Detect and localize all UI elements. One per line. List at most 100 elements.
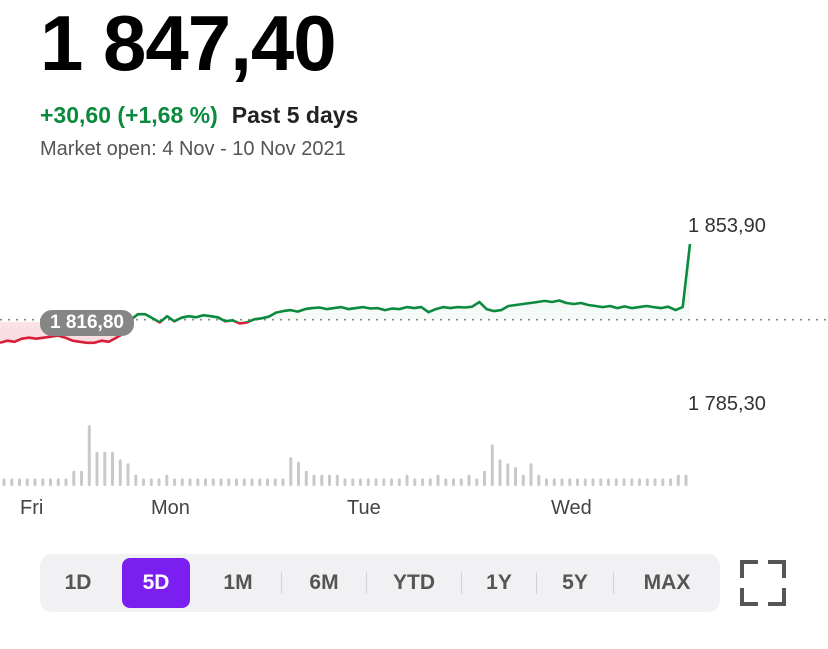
volume-bar <box>645 478 649 486</box>
period-label: Past 5 days <box>231 102 359 128</box>
range-6m-button[interactable]: 6M <box>309 571 339 594</box>
volume-bar <box>227 478 231 486</box>
volume-bar <box>521 474 525 486</box>
volume-bar <box>428 478 432 486</box>
volume-bar <box>475 478 479 486</box>
volume-bar <box>281 478 285 486</box>
volume-bar <box>622 478 626 486</box>
volume-bar <box>72 470 76 486</box>
x-label-fri: Fri <box>20 497 44 519</box>
volume-bar <box>421 478 424 486</box>
volume-bar <box>142 478 145 486</box>
volume-bar <box>180 478 184 486</box>
volume-bar <box>64 478 68 486</box>
volume-bar <box>366 478 370 486</box>
volume-bar <box>490 444 494 486</box>
range-5y-button[interactable]: 5Y <box>562 571 588 594</box>
volume-bar <box>204 478 207 486</box>
y-label-high: 1 853,90 <box>688 215 766 237</box>
range-max-button[interactable]: MAX <box>643 571 691 594</box>
y-label-low: 1 785,30 <box>688 393 766 415</box>
volume-bar <box>591 478 595 486</box>
range-separator <box>281 572 282 594</box>
range-separator <box>366 572 367 594</box>
area-fill-up <box>0 244 690 322</box>
volume-bar <box>529 463 533 486</box>
volume-bar <box>297 461 300 486</box>
volume-bar <box>188 478 192 486</box>
volume-bar <box>576 478 579 486</box>
volume-bar <box>459 478 463 486</box>
expand-fullscreen-icon[interactable] <box>738 558 788 608</box>
x-label-tue: Tue <box>347 497 381 519</box>
reference-price-badge: 1 816,80 <box>40 310 134 336</box>
volume-bar <box>49 478 52 486</box>
volume-bar <box>242 478 246 486</box>
volume-bar <box>134 474 138 486</box>
range-1d-button[interactable]: 1D <box>64 571 92 594</box>
volume-bar <box>149 478 153 486</box>
volume-bar <box>250 478 254 486</box>
volume-bar <box>382 478 386 486</box>
volume-bar <box>359 478 362 486</box>
volume-bar <box>661 478 665 486</box>
range-1y-button[interactable]: 1Y <box>486 571 512 594</box>
volume-bar <box>552 478 556 486</box>
volume-bar <box>413 478 417 486</box>
volume-bar <box>653 478 657 486</box>
volume-bar <box>80 470 83 486</box>
volume-bar <box>514 467 517 486</box>
range-ytd-button[interactable]: YTD <box>393 571 435 594</box>
range-separator <box>461 572 462 594</box>
volume-bar <box>669 478 672 486</box>
volume-bar <box>560 478 564 486</box>
price-chart[interactable] <box>0 0 828 500</box>
volume-bar <box>2 478 6 486</box>
volume-bar <box>684 474 688 486</box>
market-status: Market open: 4 Nov - 10 Nov 2021 <box>40 138 346 160</box>
range-1m-button[interactable]: 1M <box>223 571 253 594</box>
volume-bar <box>111 451 114 486</box>
range-selector: 1D 5D 1M 6M YTD 1Y 5Y MAX <box>40 554 720 612</box>
volume-bar <box>273 478 277 486</box>
volume-bar <box>351 478 355 486</box>
volume-bar <box>157 478 161 486</box>
x-label-wed: Wed <box>551 497 592 519</box>
volume-bar <box>25 478 29 486</box>
volume-bar <box>18 478 21 486</box>
volume-bar <box>196 478 200 486</box>
volume-bar <box>289 457 293 486</box>
current-price: 1 847,40 <box>40 0 337 87</box>
volume-bar <box>328 474 331 486</box>
volume-bar <box>638 478 641 486</box>
x-label-mon: Mon <box>151 497 190 519</box>
volume-bar <box>95 451 99 486</box>
volume-bar <box>390 478 393 486</box>
volume-bar <box>304 470 308 486</box>
volume-bar <box>33 478 37 486</box>
volume-bar <box>103 451 107 486</box>
volume-bar <box>335 474 339 486</box>
range-5d-button[interactable]: 5D <box>122 558 190 608</box>
volume-bar <box>545 478 548 486</box>
volume-bar <box>599 478 603 486</box>
volume-bar <box>56 478 60 486</box>
volume-bar <box>452 478 455 486</box>
volume-bar <box>343 478 347 486</box>
volume-bar <box>258 478 262 486</box>
change-line: +30,60 (+1,68 %) Past 5 days <box>40 100 358 130</box>
volume-bar <box>583 478 587 486</box>
volume-bar <box>483 470 486 486</box>
price-change: +30,60 (+1,68 %) <box>40 102 218 128</box>
volume-bar <box>537 474 541 486</box>
volume-bar <box>506 463 510 486</box>
volume-bar <box>87 425 91 486</box>
volume-bar <box>320 474 324 486</box>
expand-icon-graphic <box>740 560 786 606</box>
price-line-up <box>128 243 692 322</box>
volume-bar <box>374 478 378 486</box>
volume-bar <box>444 478 448 486</box>
volume-bar <box>405 474 409 486</box>
volume-bar <box>10 478 14 486</box>
